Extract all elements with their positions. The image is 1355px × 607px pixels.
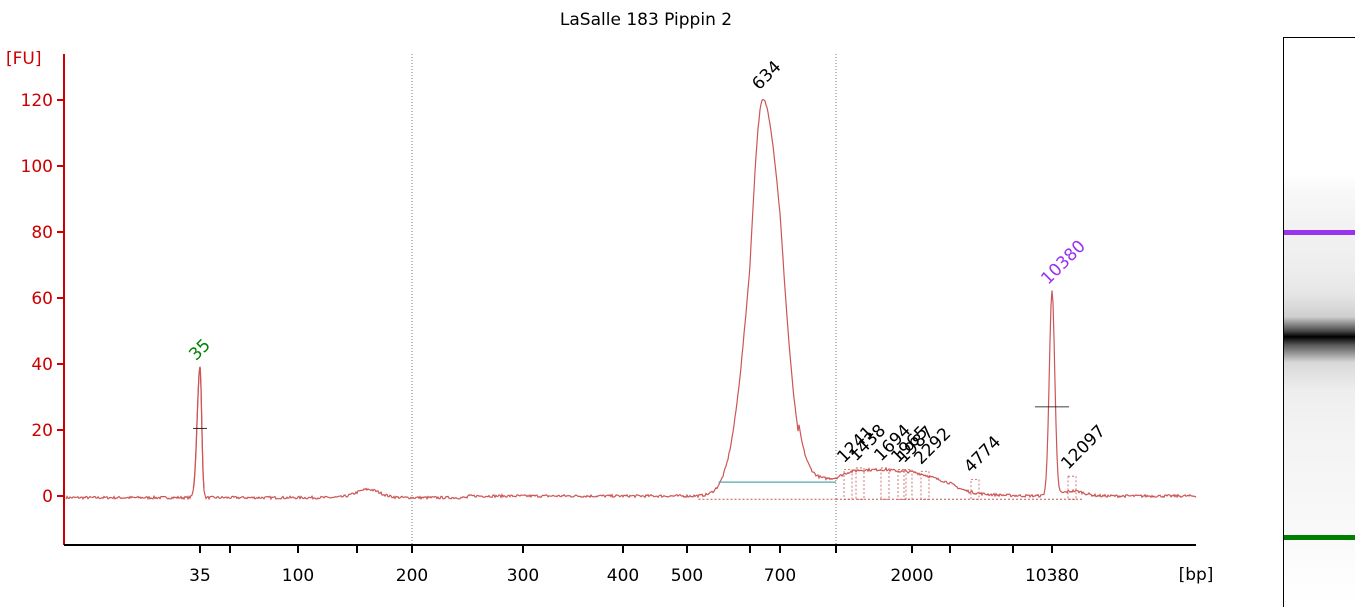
x-tick-label: 400	[607, 566, 639, 586]
x-tick-label: 10380	[1025, 566, 1079, 586]
y-tick-label: 0	[42, 487, 53, 507]
peak-region-box	[880, 467, 890, 500]
gel-lane	[1283, 37, 1355, 607]
y-tick-label: 20	[31, 421, 53, 441]
peak-region-box	[855, 467, 865, 500]
upper-marker-band	[1284, 230, 1355, 235]
y-tick-label: 60	[31, 289, 53, 309]
peak-region-box	[920, 470, 930, 500]
y-tick-label: 120	[21, 91, 53, 111]
peak-region-box	[843, 469, 853, 500]
plot-area: 0 20 40 60 80 100 120 35 100 200 300 400 500 700 2000 1…	[21, 54, 1197, 586]
electropherogram-chart: LaSalle 183 Pippin 2 [FU] [bp] 0 20 40 60 80…	[6, 10, 1214, 586]
x-tick-label: 2000	[890, 566, 933, 586]
x-tick-label: 300	[507, 566, 539, 586]
peak-region-box	[1067, 475, 1077, 500]
x-tick-label: 700	[764, 566, 796, 586]
peak-label: 634	[748, 57, 785, 94]
x-tick-label: 100	[282, 566, 314, 586]
y-tick-label: 100	[21, 157, 53, 177]
chart-title: LaSalle 183 Pippin 2	[560, 10, 732, 30]
peak-label: 35	[185, 335, 214, 364]
peak-region-box	[897, 469, 907, 500]
peak-label: 4774	[960, 432, 1005, 477]
peak-label: 10380	[1037, 237, 1089, 289]
y-tick-label: 80	[31, 223, 53, 243]
x-tick-label: 500	[671, 566, 703, 586]
peak-region-box	[970, 479, 980, 500]
x-tick-label: 35	[189, 566, 211, 586]
lower-marker-peak-trace	[192, 366, 205, 489]
peak-region-box	[903, 469, 913, 500]
x-axis-label: [bp]	[1179, 565, 1214, 585]
y-axis-label: [FU]	[6, 49, 42, 69]
x-tick-label: 200	[396, 566, 428, 586]
y-tick-label: 40	[31, 355, 53, 375]
peak-label: 12097	[1057, 421, 1109, 473]
electropherogram-trace	[65, 98, 1197, 501]
lower-marker-band	[1284, 535, 1355, 540]
